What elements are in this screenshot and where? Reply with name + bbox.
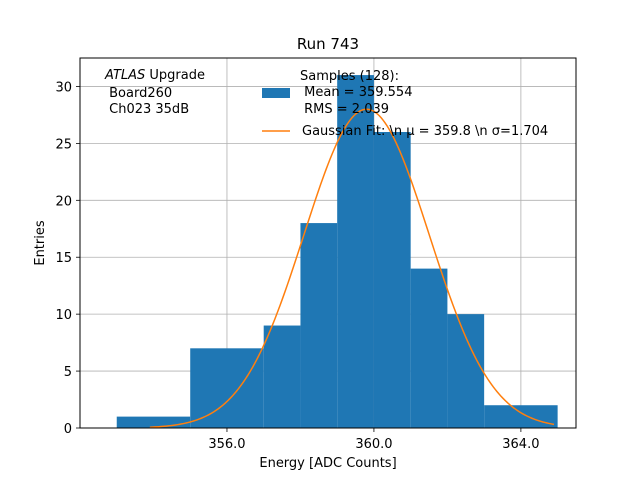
y-tick-label: 5 bbox=[64, 365, 72, 380]
histogram-bar bbox=[410, 268, 448, 428]
x-axis-ticks: 356.0 360.0 364.0 bbox=[208, 428, 539, 452]
y-tick-label: 10 bbox=[55, 308, 72, 323]
plot-frame bbox=[79, 57, 577, 429]
atlas-label: ATLAS bbox=[104, 68, 145, 83]
y-axis-ticks: 0 5 10 15 20 25 30 bbox=[55, 80, 80, 437]
board-label: Board260 bbox=[105, 86, 172, 101]
gaussian-fit-curve bbox=[149, 108, 555, 428]
x-tick-label: 356.0 bbox=[208, 437, 245, 452]
x-axis-title: Energy [ADC Counts] bbox=[259, 456, 396, 471]
histogram-bar bbox=[373, 132, 411, 428]
y-tick-label: 15 bbox=[55, 251, 72, 266]
atlas-annotation: ATLAS Upgrade Board260 Ch023 35dB bbox=[104, 68, 205, 117]
legend-histogram-line2: Mean = 359.554 bbox=[300, 85, 412, 100]
chart-title: Run 743 bbox=[297, 35, 359, 53]
histogram-bar bbox=[300, 223, 338, 428]
histogram-bar bbox=[190, 348, 264, 428]
svg-text:ATLAS Upgrade: ATLAS Upgrade bbox=[104, 68, 205, 83]
histogram-bar bbox=[447, 314, 485, 428]
legend-fit-label: Gaussian Fit: \n μ = 359.8 \n σ=1.704 bbox=[302, 124, 548, 139]
histogram-bar bbox=[116, 416, 191, 428]
y-axis-title: Entries bbox=[33, 220, 48, 266]
y-tick-label: 0 bbox=[64, 422, 72, 437]
x-tick-label: 360.0 bbox=[355, 437, 392, 452]
channel-label: Ch023 35dB bbox=[105, 102, 189, 117]
y-tick-label: 20 bbox=[55, 194, 72, 209]
y-tick-label: 30 bbox=[55, 80, 72, 95]
x-tick-label: 364.0 bbox=[502, 437, 539, 452]
histogram-bar bbox=[484, 405, 558, 428]
histogram-bar bbox=[337, 75, 374, 429]
upgrade-label: Upgrade bbox=[145, 68, 205, 83]
legend-histogram-line1: Samples (128): bbox=[300, 69, 399, 84]
legend-histogram-swatch bbox=[262, 88, 290, 98]
legend-histogram-line3: RMS = 2.039 bbox=[300, 102, 389, 117]
legend: Samples (128): Mean = 359.554 RMS = 2.03… bbox=[262, 69, 548, 139]
y-tick-label: 25 bbox=[55, 137, 72, 152]
histogram-bars bbox=[116, 75, 558, 429]
histogram-bar bbox=[263, 325, 301, 428]
gaussian-fit bbox=[149, 108, 555, 428]
